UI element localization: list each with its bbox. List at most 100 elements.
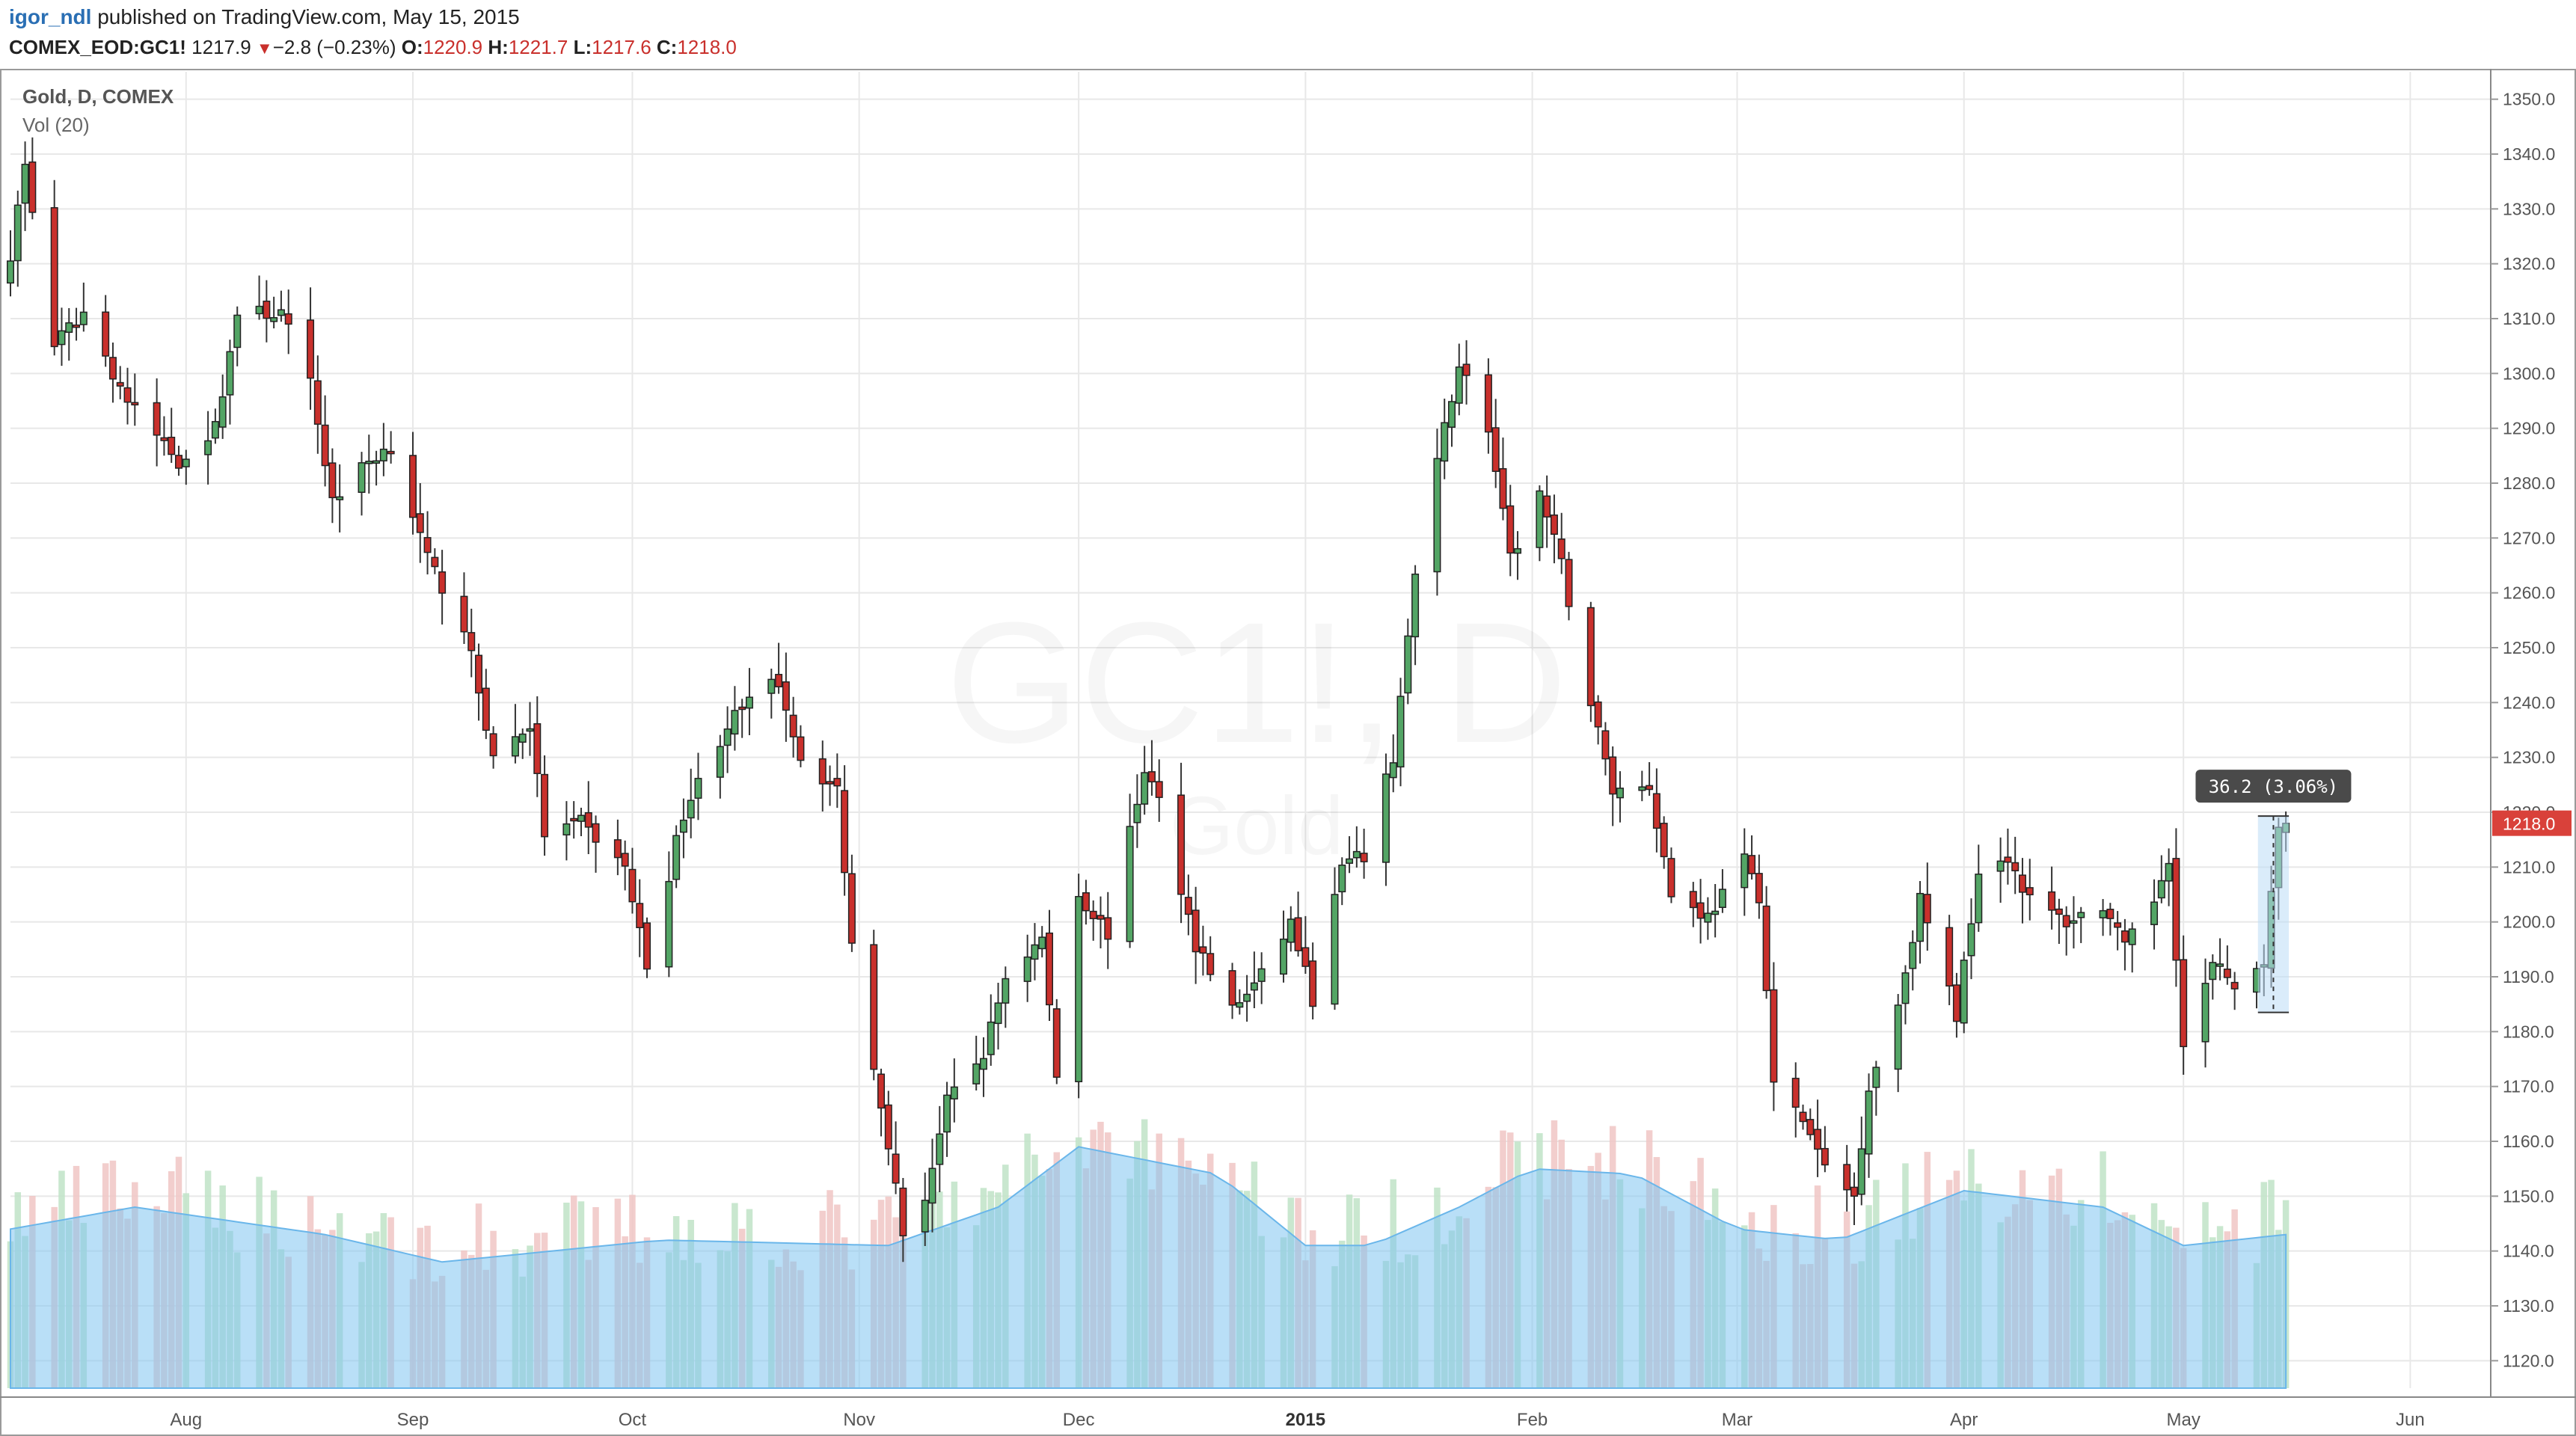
- candle-body: [2128, 928, 2136, 945]
- candle-body: [665, 880, 673, 968]
- y-tick-label: 1130.0: [2503, 1296, 2554, 1316]
- candle-body: [2077, 912, 2085, 918]
- candle-body: [943, 1094, 951, 1133]
- measure-label-box: [2195, 770, 2352, 803]
- candle-body: [313, 380, 322, 425]
- candle-body: [1184, 897, 1192, 915]
- candle-body: [1396, 696, 1405, 768]
- candle-body: [1031, 944, 1039, 960]
- low-value: 1217.6: [592, 36, 651, 58]
- candle-body: [2048, 891, 2056, 911]
- candle-body: [416, 513, 424, 533]
- candle-body: [987, 1021, 995, 1055]
- y-tick-label: 1260.0: [2503, 583, 2555, 603]
- x-tick-label: May: [2166, 1410, 2200, 1430]
- candle-body: [160, 437, 168, 441]
- candle-body: [1601, 730, 1610, 760]
- candle-body: [636, 903, 644, 928]
- candle-body: [2172, 858, 2180, 961]
- time-axis[interactable]: Aug Sep Oct Nov Dec 2015 Feb Mar Apr May Jun: [170, 1410, 2424, 1430]
- candle-body: [1814, 1129, 1822, 1150]
- candle-body: [379, 448, 387, 461]
- candle-body: [723, 728, 732, 746]
- y-tick-label: 1170.0: [2503, 1077, 2554, 1096]
- candle-body: [847, 873, 856, 944]
- y-tick-label: 1320.0: [2503, 254, 2555, 274]
- legend-title: Gold, D, COMEX: [22, 85, 174, 108]
- candle-body: [1177, 794, 1186, 895]
- candle-body: [336, 496, 344, 500]
- candle-body: [1667, 858, 1675, 898]
- y-tick-label: 1200.0: [2503, 912, 2555, 932]
- candle-body: [1075, 895, 1083, 1082]
- candle-body: [877, 1073, 886, 1109]
- price-candles: [7, 137, 2290, 1262]
- candle-body: [321, 424, 329, 467]
- candle-body: [797, 736, 805, 761]
- candle-body: [1909, 942, 1917, 969]
- publish-line: igor_ndl published on TradingView.com, M…: [9, 4, 520, 30]
- candle-body: [270, 317, 278, 322]
- price-tag-value: 1218.0: [2503, 814, 2555, 834]
- candle-body: [153, 402, 161, 436]
- candle-body: [284, 313, 292, 325]
- price-axis[interactable]: 1120.0 1130.0 1140.0 1150.0 1160.0 1170.0 1180…: [2491, 90, 2555, 1371]
- candle-body: [775, 674, 783, 687]
- candle-body: [1945, 927, 1954, 987]
- candle-body: [7, 260, 14, 284]
- candle-body: [2004, 856, 2012, 863]
- candlestick-chart[interactable]: GC1!, D Gold 36.2 (3.06%) 1120.01130.011…: [0, 69, 2576, 1436]
- volume-moving-average: [10, 1146, 2287, 1389]
- y-tick-label: 1190.0: [2503, 967, 2554, 987]
- watermark-symbol: GC1!, D: [946, 586, 1568, 779]
- candle-body: [108, 357, 117, 380]
- y-tick-label: 1250.0: [2503, 638, 2555, 657]
- candle-body: [621, 853, 629, 867]
- candle-body: [2120, 930, 2129, 943]
- candle-body: [562, 823, 571, 836]
- candle-body: [1543, 495, 1551, 518]
- candle-body: [1806, 1119, 1815, 1135]
- candle-body: [1491, 427, 1500, 472]
- candle-body: [1850, 1186, 1858, 1197]
- candle-body: [123, 387, 132, 403]
- measure-tool[interactable]: 36.2 (3.06%): [2195, 770, 2352, 1013]
- symbol-name[interactable]: COMEX_EOD:GC1!: [9, 36, 186, 58]
- candle-body: [892, 1153, 900, 1184]
- candle-body: [50, 206, 58, 348]
- candle-body: [2180, 959, 2188, 1048]
- candle-body: [482, 687, 490, 731]
- candle-body: [979, 1058, 987, 1070]
- candle-body: [1755, 873, 1763, 903]
- candle-body: [1280, 938, 1288, 975]
- candle-body: [1097, 915, 1105, 920]
- author-link[interactable]: igor_ndl: [9, 5, 92, 28]
- candle-body: [570, 817, 578, 822]
- candle-body: [921, 1200, 929, 1233]
- y-tick-label: 1140.0: [2503, 1242, 2554, 1261]
- candle-body: [423, 537, 432, 553]
- candle-body: [1046, 932, 1053, 1006]
- candle-body: [745, 696, 753, 709]
- candle-body: [1404, 635, 1412, 694]
- candle-body: [2018, 874, 2026, 893]
- candle-body: [1550, 514, 1558, 536]
- candle-body: [1996, 860, 2005, 872]
- candle-body: [226, 351, 234, 396]
- candle-body: [782, 681, 790, 711]
- measure-label: 36.2 (3.06%): [2209, 776, 2338, 797]
- candle-body: [841, 790, 849, 874]
- candle-body: [21, 163, 29, 204]
- candle-body: [1821, 1147, 1829, 1166]
- candle-body: [818, 758, 827, 785]
- candle-body: [577, 814, 585, 822]
- candle-body: [518, 733, 527, 743]
- candle-body: [584, 811, 592, 828]
- candle-body: [1236, 1001, 1244, 1008]
- candle-body: [168, 436, 176, 455]
- x-tick-label: Sep: [397, 1410, 429, 1430]
- y-tick-label: 1300.0: [2503, 363, 2555, 383]
- candle-body: [1462, 363, 1471, 376]
- candle-body: [1762, 905, 1770, 992]
- candle-body: [328, 462, 337, 499]
